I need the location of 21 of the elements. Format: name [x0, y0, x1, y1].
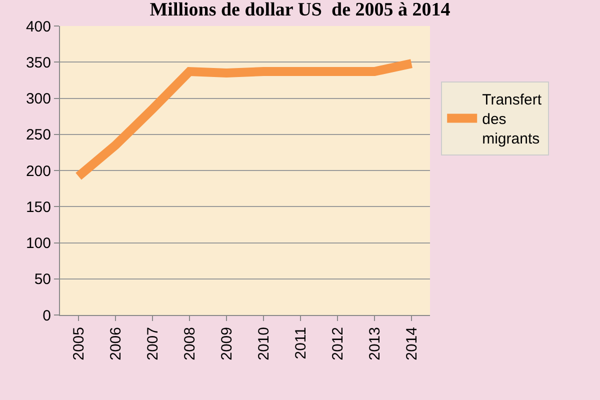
y-tick-label: 100 [26, 235, 51, 252]
legend-label: Transfert des migrants [482, 92, 542, 148]
chart-title: Millions de dollar US de 2005 à 2014 [150, 0, 451, 20]
y-tick-label: 0 [42, 307, 51, 324]
y-tick-label: 150 [26, 198, 51, 216]
x-tick-label: 2008 [181, 327, 198, 360]
x-tick-label: 2005 [70, 327, 88, 360]
x-tick-label: 2007 [144, 327, 162, 360]
y-tick-label: 400 [26, 18, 51, 36]
y-tick-label: 350 [26, 54, 51, 72]
x-tick-label: 2014 [403, 327, 420, 360]
y-tick-label: 200 [26, 162, 51, 180]
y-tick-label: 250 [26, 126, 51, 144]
x-tick-label: 2010 [255, 327, 272, 360]
y-tick-label: 50 [34, 271, 51, 288]
x-tick-label: 2011 [292, 327, 310, 360]
x-tick-label: 2006 [107, 327, 124, 360]
x-tick-label: 2012 [329, 327, 346, 360]
y-tick-label: 300 [26, 90, 51, 108]
x-tick-label: 2013 [366, 327, 384, 360]
x-tick-label: 2009 [218, 327, 236, 360]
